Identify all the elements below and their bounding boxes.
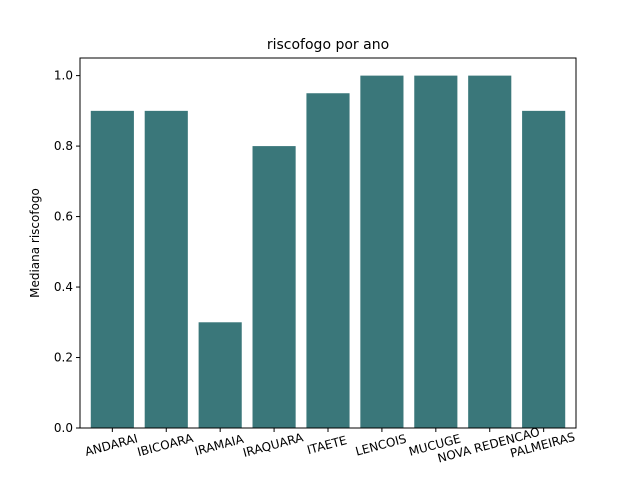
bar-andarai [90,110,134,429]
bar-nova-redencao [468,75,512,429]
x-tick-label: ANDARAI [83,431,139,459]
bars-group [90,75,566,429]
y-tick-label: 0.8 [54,139,73,153]
y-tick-label: 1.0 [54,69,73,83]
y-axis-label: Mediana riscofogo [28,188,42,298]
x-tick-label: IRAQUARA [241,430,305,460]
y-tick-label: 0.6 [54,210,73,224]
y-tick-label: 0.2 [54,351,73,365]
plot-frame [79,57,577,429]
bar-palmeiras [522,110,566,429]
bar-lencois [360,75,404,429]
y-tick-label: 0.4 [54,280,73,294]
bar-itaete [306,93,350,429]
bar-mucuge [414,75,458,429]
x-tick-label: IBICOARA [136,431,196,460]
x-tick-label: LENCOIS [354,432,408,459]
bar-ibicoara [144,110,188,429]
x-tick-label: IRAMAIA [193,432,246,459]
x-tick-label: ITAETE [306,433,349,457]
bar-iramaia [198,322,242,428]
y-axis: 0.0 0.2 0.4 0.6 0.8 1.0 [54,69,80,435]
bar-iraquara [252,146,296,428]
y-tick-label: 0.0 [54,421,73,435]
chart-title: riscofogo por ano [267,37,389,53]
